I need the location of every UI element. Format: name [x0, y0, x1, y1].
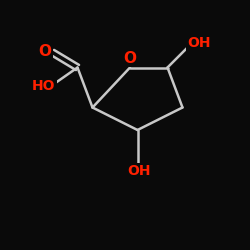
Text: HO: HO: [32, 79, 56, 93]
Text: OH: OH: [187, 36, 210, 50]
Text: O: O: [38, 44, 52, 59]
Text: O: O: [124, 51, 136, 66]
Text: OH: OH: [127, 164, 150, 178]
